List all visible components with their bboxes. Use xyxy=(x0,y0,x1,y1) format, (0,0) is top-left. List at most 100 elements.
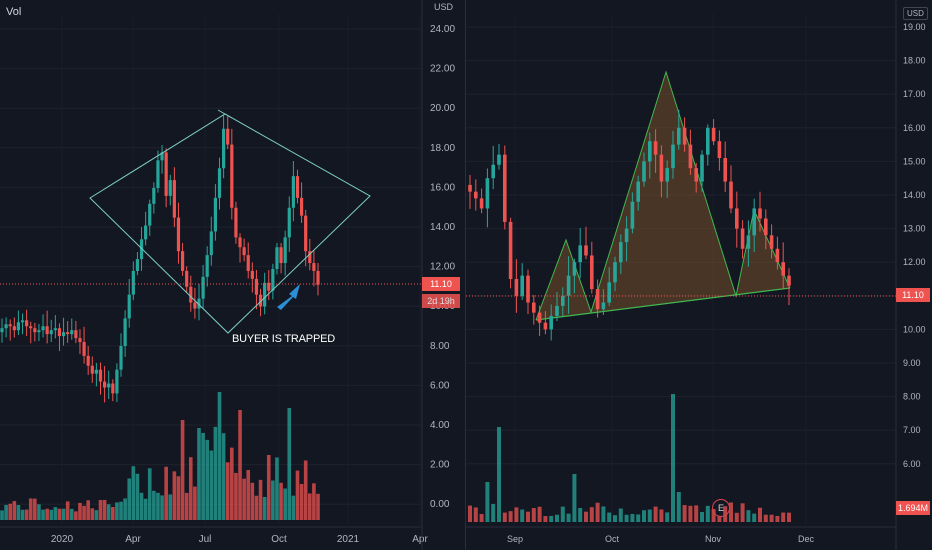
candle-body xyxy=(758,208,762,218)
volume-bar xyxy=(238,410,242,520)
volume-bar xyxy=(136,474,140,520)
price-tick-label: 24.00 xyxy=(430,24,455,35)
candle-body xyxy=(625,229,629,242)
candle-body xyxy=(5,324,8,328)
price-tick-label: 7.00 xyxy=(903,425,921,435)
candle-body xyxy=(214,198,217,232)
candle-body xyxy=(78,338,81,342)
volume-bar xyxy=(312,483,316,520)
candle-body xyxy=(115,370,118,394)
candle-body xyxy=(312,263,315,271)
volume-bar xyxy=(275,457,279,520)
price-tick-label: 18.00 xyxy=(903,56,926,66)
volume-bar xyxy=(95,510,99,520)
candle-body xyxy=(70,330,73,334)
volume-bar xyxy=(619,509,623,522)
candle-body xyxy=(103,382,106,388)
currency-label[interactable]: USD xyxy=(903,7,928,20)
volume-bar xyxy=(279,483,283,520)
candle-body xyxy=(584,245,588,255)
left-chart-panel[interactable]: 24.0022.0020.0018.0016.0014.0012.0010.00… xyxy=(0,0,466,550)
candle-body xyxy=(723,158,727,182)
candle-body xyxy=(156,160,159,188)
volume-bar xyxy=(156,493,160,520)
volume-bar xyxy=(648,510,652,522)
candle-body xyxy=(271,269,274,291)
volume-bar xyxy=(474,507,478,522)
volume-bar xyxy=(607,513,611,522)
volume-bar xyxy=(218,392,222,520)
candle-body xyxy=(58,328,61,336)
volume-bar xyxy=(287,408,291,520)
left-chart-canvas[interactable]: 24.0022.0020.0018.0016.0014.0012.0010.00… xyxy=(0,0,466,550)
volume-bar xyxy=(99,500,103,520)
candle-body xyxy=(631,202,635,229)
price-tick-label: 2.00 xyxy=(430,460,450,471)
candle-body xyxy=(549,316,553,329)
volume-bar xyxy=(300,484,304,520)
volume-bar xyxy=(296,471,300,520)
price-tick-label: 16.00 xyxy=(430,182,455,193)
time-tick-label: Apr xyxy=(125,534,141,545)
right-chart-canvas[interactable]: 19.00 18.00 17.00 16.00 15.00 14.00 13.00 12.00… xyxy=(466,0,932,550)
candle-body xyxy=(677,128,681,145)
candle-body xyxy=(222,129,225,169)
candle-body xyxy=(255,279,258,295)
candle-body xyxy=(288,208,291,238)
candle-body xyxy=(694,168,698,181)
time-tick-label: Apr xyxy=(412,534,428,545)
volume-bar xyxy=(66,501,70,520)
price-tick-label: 17.00 xyxy=(903,89,926,99)
candle-body xyxy=(210,231,213,255)
volume-bar xyxy=(271,480,275,520)
candle-body xyxy=(136,259,139,271)
volume-bar xyxy=(86,500,90,520)
candle-body xyxy=(538,313,542,323)
right-chart-panel[interactable]: 19.00 18.00 17.00 16.00 15.00 14.00 13.00 12.00… xyxy=(466,0,932,550)
candle-body xyxy=(284,237,287,263)
candle-body xyxy=(770,235,774,248)
candle-body xyxy=(747,235,751,248)
volume-bar xyxy=(127,479,131,520)
volume-bar xyxy=(787,513,791,522)
volume-bar xyxy=(567,514,571,522)
candle-body xyxy=(787,276,791,286)
volume-bar xyxy=(659,509,663,522)
candle-body xyxy=(54,328,57,330)
candle-body xyxy=(729,182,733,209)
volume-bar xyxy=(630,514,634,522)
candle-body xyxy=(752,208,756,235)
candle-body xyxy=(181,251,184,271)
bar-countdown-badge: 2d 19h xyxy=(422,294,460,308)
price-tick-label: 4.00 xyxy=(430,420,450,431)
volume-bar xyxy=(543,516,547,522)
candle-body xyxy=(491,165,495,178)
candle-body xyxy=(776,249,780,262)
candle-body xyxy=(99,370,102,382)
volume-indicator-label[interactable]: Vol xyxy=(6,6,21,18)
candle-body xyxy=(17,322,20,330)
volume-bar xyxy=(54,507,58,520)
volume-bar xyxy=(596,503,600,522)
volume-bar xyxy=(189,457,193,520)
candle-body xyxy=(25,320,28,326)
candle-body xyxy=(764,219,768,236)
candle-body xyxy=(665,168,669,181)
volume-bar xyxy=(49,510,53,520)
volume-bar xyxy=(185,493,189,520)
volume-bar xyxy=(764,515,768,522)
buyer-trapped-annotation[interactable]: BUYER IS TRAPPED xyxy=(232,333,335,345)
time-tick-label: Dec xyxy=(798,534,815,544)
candle-body xyxy=(474,192,478,199)
candle-body xyxy=(234,208,237,238)
earnings-marker-icon[interactable]: E xyxy=(712,499,730,517)
volume-bar xyxy=(58,509,62,520)
price-tick-label: 8.00 xyxy=(430,341,450,352)
volume-bar xyxy=(509,511,513,522)
volume-bar xyxy=(74,511,78,520)
volume-bar xyxy=(17,505,21,520)
candle-body xyxy=(486,178,490,208)
volume-bar xyxy=(132,466,136,520)
volume-bar xyxy=(251,483,255,520)
candle-body xyxy=(671,145,675,169)
